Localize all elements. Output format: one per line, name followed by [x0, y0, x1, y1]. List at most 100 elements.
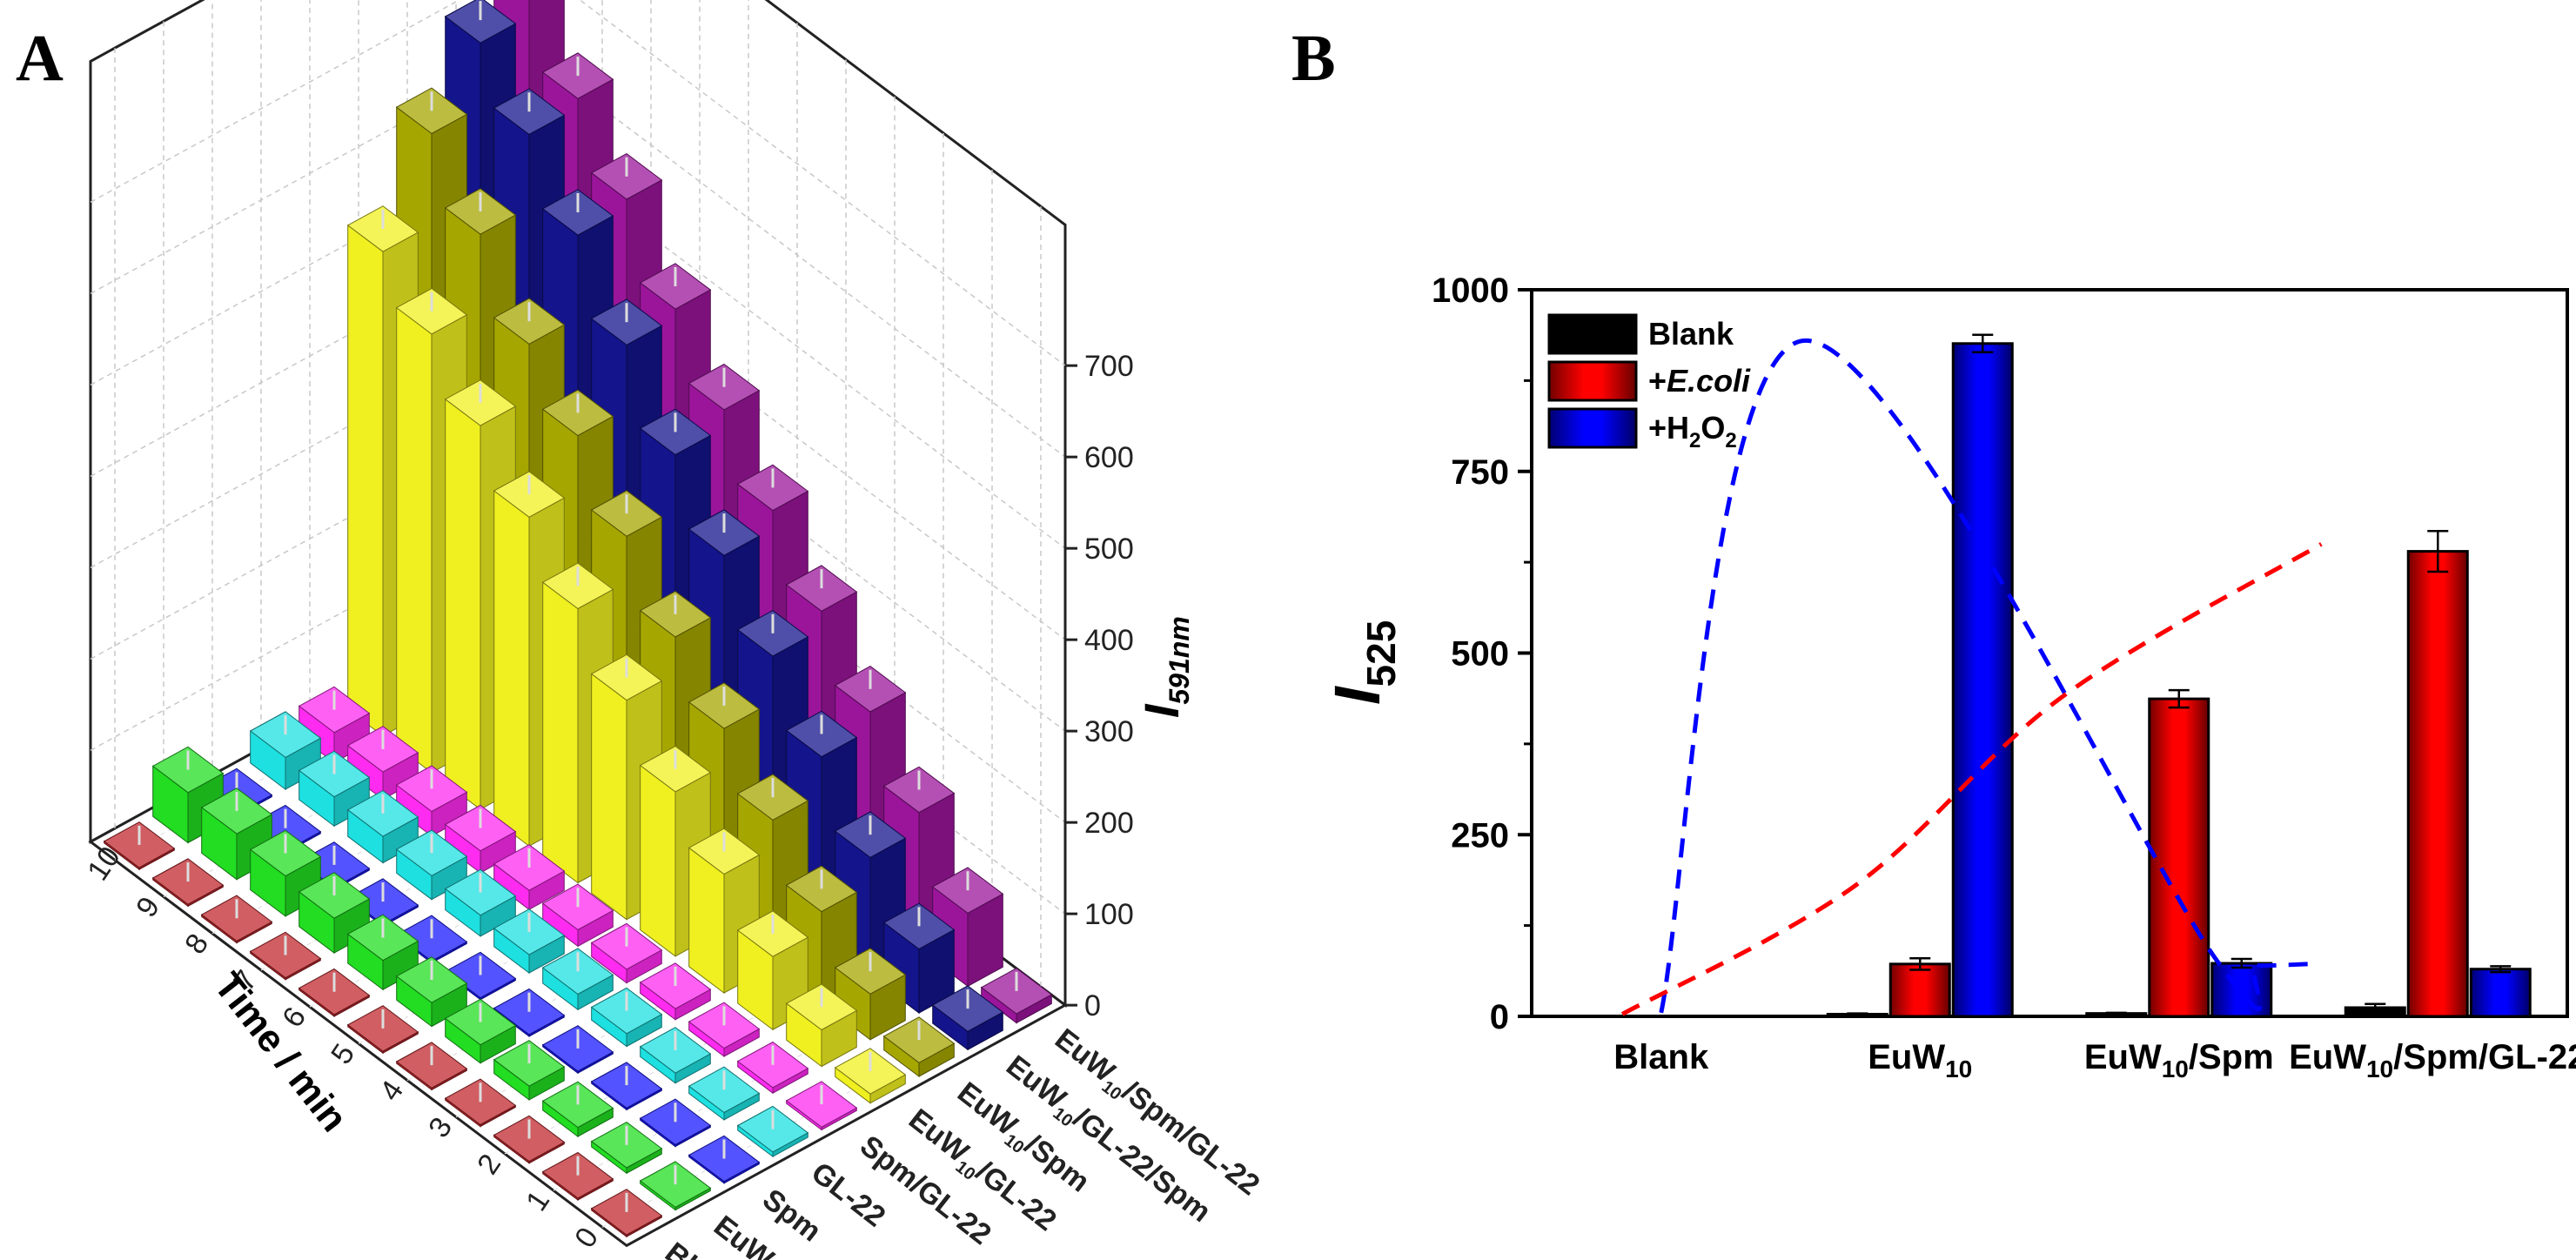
chart-a-bar-side-face: [493, 489, 530, 848]
chart-b-y-tick-label: 250: [1451, 816, 1509, 855]
chart-a-bar: [834, 1048, 907, 1104]
chart-a-bar: [395, 1042, 468, 1091]
chart-a-bar: [298, 968, 371, 1018]
chart-a-bar: [590, 1122, 663, 1175]
chart-a-bar: [395, 829, 468, 901]
chart-b-trend-line: [1659, 338, 2309, 1014]
chart-a-bar: [493, 1115, 566, 1164]
chart-a-bar-side-face: [347, 224, 384, 737]
chart-a-bar: [882, 902, 956, 1015]
chart-a-bar-top-face: [834, 948, 907, 995]
chart-b-x-tick-label-sub: 10: [2162, 1056, 2189, 1082]
chart-a-bar: [444, 868, 517, 937]
chart-a-z-tick-label: 500: [1084, 533, 1134, 566]
chart-b-y-label-sub: 525: [1358, 620, 1404, 687]
panel-label-b: B: [1291, 22, 1336, 95]
chart-a-bar: [444, 998, 517, 1064]
chart-a-bar: [688, 1135, 761, 1184]
chart-a-bar-top-face: [931, 985, 1004, 1032]
chart-a-bar: [590, 1189, 663, 1238]
chart-a-bar-side-face: [591, 673, 627, 921]
chart-a-bar: [980, 968, 1053, 1024]
chart-a-bar: [541, 1151, 614, 1202]
chart-a-bar-top-face: [590, 987, 663, 1035]
chart-a-bar: [200, 895, 273, 944]
chart-a-bar-top-face: [541, 389, 614, 437]
chart-a-bar-side-face: [542, 581, 579, 884]
chart-a-bar: [298, 686, 371, 764]
chart-a-z-label-sub: 591nm: [1164, 616, 1195, 704]
chart-b-bar: [1888, 962, 1951, 1018]
chart-a-bar-side-face: [640, 764, 676, 957]
chart-b-bar: [2469, 968, 2532, 1018]
chart-a-z-tick-label: 400: [1084, 624, 1134, 657]
chart-a-bar: [834, 948, 907, 1041]
chart-a-bar: [688, 1002, 761, 1058]
chart-a-bar-top-face: [541, 52, 614, 99]
chart-b-x-tick-label-sub: 10: [2366, 1056, 2393, 1082]
chart-a-bar: [785, 983, 858, 1068]
chart-a-bar: [444, 804, 517, 875]
chart-b-x-tick-label-tail: /Spm: [2189, 1038, 2274, 1076]
chart-a-bar-top-face: [444, 379, 517, 426]
chart-a-bar: [346, 914, 419, 991]
chart-b-x-tick-label: EuW10/Spm: [2084, 1038, 2274, 1082]
chart-b-legend-label: Blank: [1648, 316, 1734, 352]
chart-a-bar: [249, 931, 322, 981]
chart-a-bar-top-face: [590, 1062, 663, 1109]
chart-a-bar: [736, 1105, 809, 1158]
chart-b-x-tick-label: Blank: [1613, 1038, 1709, 1076]
chart-a-bar: [493, 844, 566, 911]
chart-a-bar: [639, 1027, 712, 1084]
chart-a-bar: [590, 987, 663, 1048]
chart-a-bar: [688, 828, 761, 995]
chart-a-bar: [688, 1066, 761, 1121]
chart-a-z-tick-label: 600: [1084, 441, 1134, 474]
chart-b-y-tick-label: 1000: [1432, 271, 1509, 310]
chart-a-bar: [931, 985, 1004, 1051]
chart-a-bar: [785, 1081, 858, 1131]
chart-b-trend-line: [1620, 542, 2323, 1016]
chart-b-legend-label: +E.coli: [1648, 363, 1751, 399]
chart-a-bar: [639, 962, 712, 1021]
chart-a-sample-label: Spm: [756, 1183, 827, 1248]
chart-a-bar: [590, 1062, 663, 1111]
panel-label-a: A: [16, 22, 64, 95]
chart-b-y-tick-label: 0: [1490, 998, 1509, 1036]
chart-a-bar-side-face: [396, 306, 433, 774]
chart-a-bar-top-face: [151, 858, 225, 905]
chart-a-bar-top-face: [395, 1042, 468, 1089]
chart-b-y-tick-label: 500: [1451, 635, 1509, 674]
chart-a-sample-label: Spm/GL-22: [854, 1129, 997, 1251]
chart-b-y-label: I525: [1321, 620, 1404, 705]
chart-a-bar: [541, 883, 614, 948]
chart-a-bar: [639, 1161, 712, 1211]
chart-b-legend-label-sub: 2: [1689, 429, 1701, 452]
chart-a-gridline: [90, 0, 1066, 366]
chart-a-z-tick-label: 100: [1084, 898, 1134, 931]
chart-a-bar: [395, 956, 468, 1028]
chart-b-legend-swatch: [1547, 360, 1638, 402]
chart-b-bar: [2406, 550, 2469, 1018]
chart-a-z-label: I591nm: [1134, 616, 1195, 718]
chart-b-x-tick-label: EuW10: [1868, 1038, 1972, 1082]
chart-a-bar-top-face: [444, 0, 517, 44]
chart-a-bar: [444, 1078, 517, 1128]
chart-a-bar: [346, 1005, 419, 1055]
chart-b-legend-swatch: [1547, 313, 1638, 355]
chart-b-legend-label-tail: O: [1701, 410, 1725, 446]
chart-a-bar-side-face: [445, 398, 481, 811]
chart-a-bar: [298, 750, 371, 828]
chart-b-legend-swatch: [1547, 407, 1638, 449]
chart-b-bars: 0 250 500 750 1000 I525 Blank EuW10 EuW10/Spm EuW…: [1321, 271, 2576, 1082]
chart-a-z-tick-label: 700: [1084, 350, 1134, 383]
chart-a-bar: [346, 726, 419, 801]
chart-a-bar: [103, 821, 176, 871]
chart-a-bar-top-face: [736, 910, 809, 957]
chart-a-bar: [541, 948, 614, 1011]
chart-a-bar: [639, 1098, 712, 1148]
chart-a-z-tick-label: 200: [1084, 807, 1134, 840]
chart-b-x-tick-label-sub: 10: [1945, 1056, 1972, 1082]
chart-a-bar: [395, 765, 468, 837]
